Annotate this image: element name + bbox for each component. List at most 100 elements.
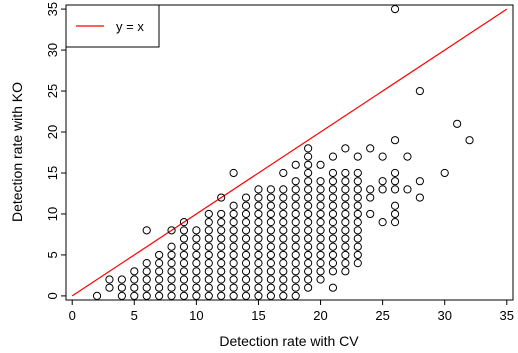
y-tick-label: 20 [45,125,60,139]
data-point [105,275,114,284]
data-point [217,250,226,260]
data-point [192,250,201,260]
data-point [241,250,251,260]
data-point [192,226,201,235]
data-point [142,267,151,276]
x-tick-label: 25 [375,308,389,323]
data-point [378,185,387,194]
data-point [341,144,350,153]
data-point [291,177,300,186]
data-point [304,226,313,235]
data-point [279,283,288,292]
data-point [328,242,338,251]
data-point [229,201,238,210]
data-point [341,259,350,268]
data-point [266,201,275,210]
x-tick-label: 35 [500,308,514,323]
data-point [167,267,176,276]
data-point [167,259,176,268]
data-point [291,250,300,260]
data-point [241,218,251,227]
data-point [254,250,263,260]
data-point [179,267,189,276]
data-point [192,291,201,301]
data-point [304,160,313,169]
data-point [217,234,226,243]
data-point [353,259,362,268]
data-point [254,242,263,251]
data-point [179,283,189,292]
data-point [229,209,238,219]
data-point [167,250,176,260]
data-point [353,185,362,194]
data-point [378,177,387,186]
data-point [266,291,275,301]
data-point [130,283,139,292]
data-point [266,283,275,292]
reference-line-y-equals-x [71,8,508,297]
data-point [341,267,350,276]
y-tick-label: 0 [45,292,60,299]
data-point [353,250,362,260]
data-point [266,193,275,202]
data-point [291,218,300,227]
data-point [353,234,362,243]
data-point [192,234,201,243]
data-point [117,283,126,292]
data-point [304,267,313,276]
data-point [279,275,288,284]
data-point [241,283,251,292]
data-point [328,201,338,210]
data-point [291,267,300,276]
data-point [390,185,400,194]
data-point [304,185,313,194]
data-point [304,152,313,161]
data-point [229,267,238,276]
data-point [254,193,263,202]
data-point [328,152,338,161]
data-point [353,177,362,186]
data-point [279,185,288,194]
data-point [390,209,400,219]
data-point [204,209,213,219]
data-point [341,168,350,178]
data-point [390,177,400,186]
data-point [217,226,226,235]
data-point [316,250,325,260]
data-point [279,168,288,178]
data-point [254,185,263,194]
data-point [266,250,275,260]
data-point [316,218,325,227]
data-point [192,283,201,292]
legend-label: y = x [116,19,144,34]
data-point [378,152,387,161]
data-point [415,86,424,96]
data-point [229,242,238,251]
data-point [254,226,263,235]
data-point [241,193,251,202]
data-point [304,144,313,153]
data-point [204,283,213,292]
data-point [304,275,313,284]
data-point [266,242,275,251]
data-point [241,259,251,268]
data-point [229,218,238,227]
x-tick-label: 10 [189,308,203,323]
data-point [241,242,251,251]
data-point [291,234,300,243]
x-tick-label: 5 [131,308,138,323]
data-point [304,283,313,292]
data-point [328,250,338,260]
data-point [254,234,263,243]
data-point [204,242,213,251]
data-point [279,259,288,268]
data-point [415,193,424,202]
data-point [155,259,164,268]
data-point [316,193,325,202]
data-point [241,291,251,301]
data-point [353,152,362,161]
data-point [328,283,338,292]
data-point [254,201,263,210]
data-point [291,275,300,284]
x-tick-label: 20 [313,308,327,323]
